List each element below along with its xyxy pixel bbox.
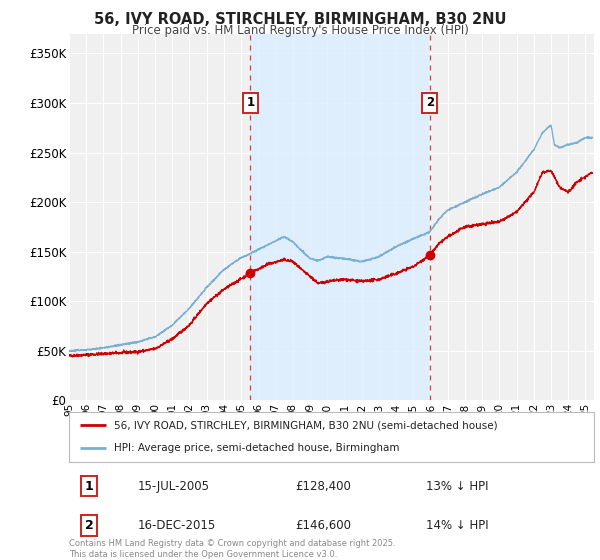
Text: 13% ↓ HPI: 13% ↓ HPI [426,479,488,493]
Text: 56, IVY ROAD, STIRCHLEY, BIRMINGHAM, B30 2NU (semi-detached house): 56, IVY ROAD, STIRCHLEY, BIRMINGHAM, B30… [113,420,497,430]
Text: 16-DEC-2015: 16-DEC-2015 [137,519,215,532]
Text: HPI: Average price, semi-detached house, Birmingham: HPI: Average price, semi-detached house,… [113,444,399,454]
Text: Contains HM Land Registry data © Crown copyright and database right 2025.
This d: Contains HM Land Registry data © Crown c… [69,539,395,559]
Text: £146,600: £146,600 [295,519,351,532]
Text: 14% ↓ HPI: 14% ↓ HPI [426,519,488,532]
Text: 2: 2 [85,519,94,532]
Text: 15-JUL-2005: 15-JUL-2005 [137,479,209,493]
Text: £128,400: £128,400 [295,479,350,493]
Text: 56, IVY ROAD, STIRCHLEY, BIRMINGHAM, B30 2NU: 56, IVY ROAD, STIRCHLEY, BIRMINGHAM, B30… [94,12,506,27]
Bar [250,34,430,400]
Text: 1: 1 [247,96,254,110]
Text: Price paid vs. HM Land Registry's House Price Index (HPI): Price paid vs. HM Land Registry's House … [131,24,469,36]
Text: 2: 2 [426,96,434,110]
Text: 1: 1 [85,479,94,493]
